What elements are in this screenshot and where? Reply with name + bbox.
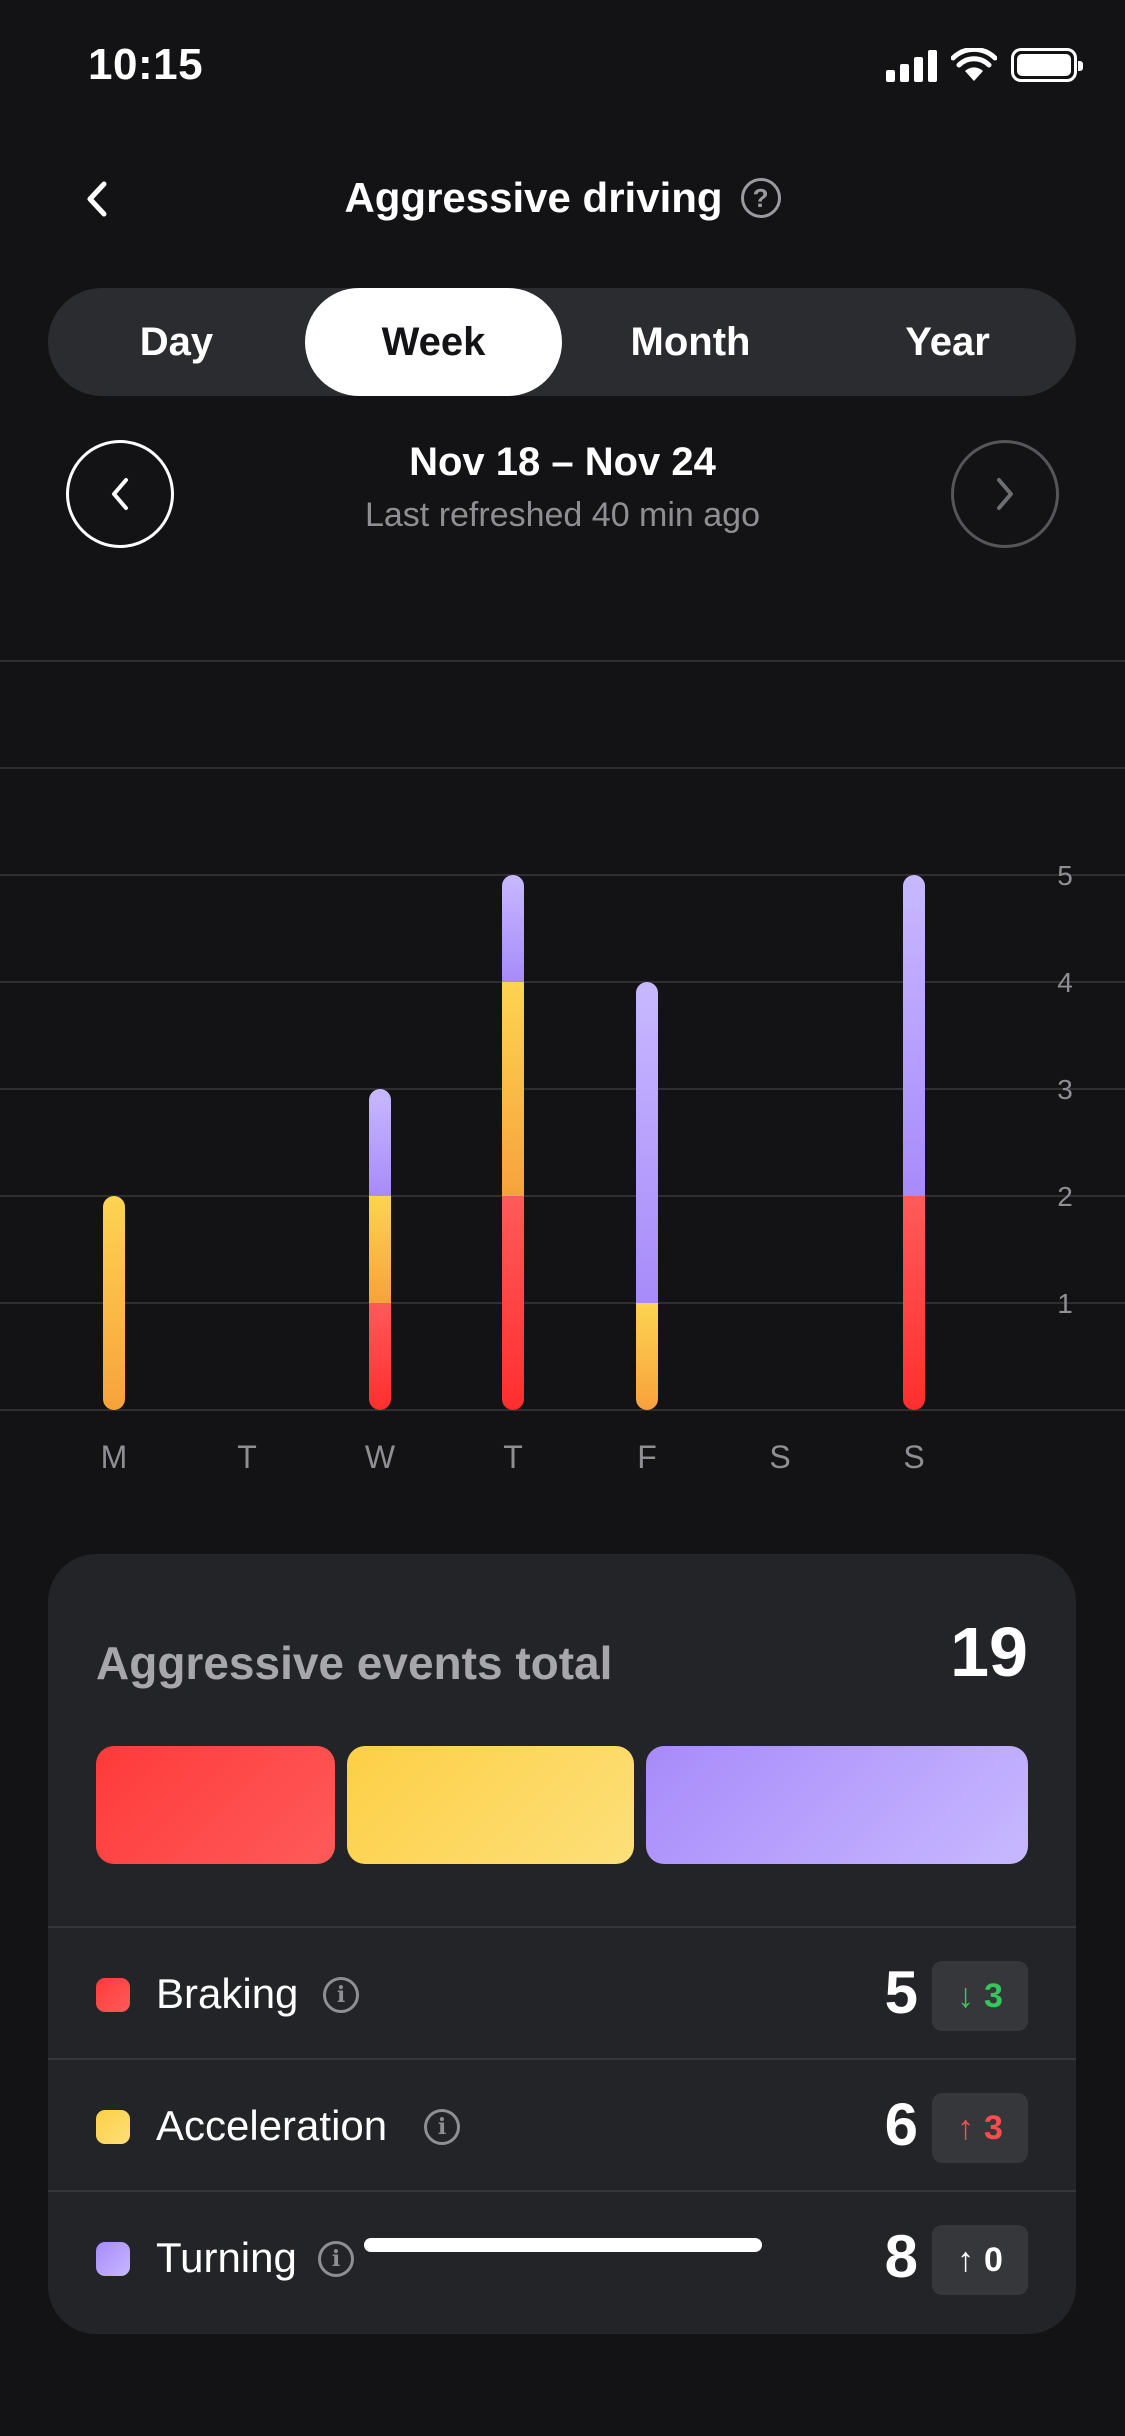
signal-icon: [886, 48, 937, 82]
bar-segment-turning: [636, 982, 658, 1303]
bar-segment-acceleration: [369, 1196, 391, 1303]
bar-segment-braking: [903, 1196, 925, 1410]
list-item-turning[interactable]: Turning i 8 ↑ 0: [48, 2190, 1076, 2322]
change-value: 0: [984, 2240, 1003, 2279]
distribution-bar: [96, 1746, 1028, 1864]
y-tick-label: 2: [1057, 1181, 1073, 1212]
x-tick-label: F: [637, 1439, 657, 1475]
change-value: 3: [984, 2108, 1003, 2147]
chevron-right-icon: [997, 478, 1013, 510]
back-button[interactable]: [72, 174, 122, 224]
bar-segment-braking: [502, 1196, 524, 1410]
arrow-down-icon: ↓: [957, 1976, 975, 2015]
list-item-braking[interactable]: Braking i 5 ↓ 3: [48, 1926, 1076, 2058]
y-tick-label: 1: [1057, 1288, 1073, 1319]
status-time: 10:15: [88, 40, 204, 89]
row-label: Braking: [156, 1970, 299, 2017]
bar-segment-acceleration: [502, 982, 524, 1196]
row-label: Acceleration: [156, 2102, 388, 2149]
distribution-segment-acceleration: [346, 1746, 634, 1864]
tab-day[interactable]: Day: [139, 319, 214, 364]
row-value: 8: [884, 2223, 918, 2290]
wifi-icon: [951, 48, 997, 81]
info-icon[interactable]: i: [318, 2241, 354, 2277]
x-tick-label: W: [365, 1439, 396, 1475]
info-icon[interactable]: i: [424, 2109, 460, 2145]
period-segmented-control: Day Week Month Year: [48, 288, 1076, 396]
bar-segment-acceleration: [103, 1196, 125, 1410]
x-tick-label: S: [903, 1439, 924, 1475]
change-value: 3: [984, 1976, 1003, 2015]
change-badge: ↑ 3: [932, 2093, 1028, 2163]
x-tick-label: T: [237, 1439, 257, 1475]
page-title-wrap: Aggressive driving ?: [0, 174, 1125, 222]
status-bar: 10:15: [0, 0, 1125, 132]
distribution-segment-turning: [645, 1746, 1028, 1864]
y-tick-label: 5: [1057, 860, 1073, 891]
change-badge: ↑ 0: [932, 2225, 1028, 2295]
row-label: Turning: [156, 2234, 297, 2281]
bar-segment-turning: [502, 875, 524, 982]
date-range: Nov 18 – Nov 24: [409, 440, 716, 484]
events-chart-svg: 1 2 3 4 5 M T W T F S S: [0, 660, 1125, 1475]
battery-icon: [1011, 48, 1083, 82]
arrow-up-icon: ↑: [957, 2108, 975, 2147]
x-tick-label: S: [769, 1439, 790, 1475]
y-tick-label: 4: [1057, 967, 1073, 998]
last-refreshed-text: Last refreshed 40 min ago: [364, 496, 761, 534]
chevron-left-icon: [87, 181, 107, 217]
next-period-button[interactable]: [951, 440, 1059, 548]
chevron-left-icon: [112, 478, 128, 510]
x-tick-label: T: [503, 1439, 523, 1475]
acceleration-color-dot: [96, 2110, 130, 2144]
tab-week[interactable]: Week: [305, 288, 562, 396]
info-icon[interactable]: i: [323, 1977, 359, 2013]
status-icons: [886, 48, 1083, 82]
turning-color-dot: [96, 2242, 130, 2276]
bar-segment-turning: [369, 1089, 391, 1196]
row-value: 5: [884, 1959, 918, 2026]
summary-total: 19: [950, 1613, 1028, 1691]
braking-color-dot: [96, 1978, 130, 2012]
change-badge: ↓ 3: [932, 1961, 1028, 2031]
tab-year[interactable]: Year: [905, 319, 990, 364]
arrow-up-icon: ↑: [957, 2240, 975, 2279]
bar-segment-turning: [903, 875, 925, 1196]
summary-card: Aggressive events total 19 Braking i 5 ↓…: [48, 1554, 1076, 2334]
bar-segment-acceleration: [636, 1303, 658, 1410]
previous-period-button[interactable]: [66, 440, 174, 548]
header: Aggressive driving ?: [0, 160, 1125, 238]
question-circle-icon[interactable]: ?: [740, 178, 781, 218]
bar-segment-braking: [369, 1303, 391, 1410]
tab-month[interactable]: Month: [630, 319, 751, 364]
y-tick-label: 3: [1057, 1074, 1073, 1105]
distribution-segment-braking: [96, 1746, 335, 1864]
row-value: 6: [884, 2091, 918, 2158]
page-title: Aggressive driving: [344, 174, 723, 221]
summary-title: Aggressive events total: [96, 1637, 613, 1689]
date-navigator: Nov 18 – Nov 24 Last refreshed 40 min ag…: [0, 436, 1125, 548]
events-chart: 1 2 3 4 5 M T W T F S S: [0, 640, 1125, 1480]
x-tick-label: M: [101, 1439, 128, 1475]
list-item-acceleration[interactable]: Acceleration i 6 ↑ 3: [48, 2058, 1076, 2190]
home-indicator[interactable]: [364, 2238, 762, 2252]
